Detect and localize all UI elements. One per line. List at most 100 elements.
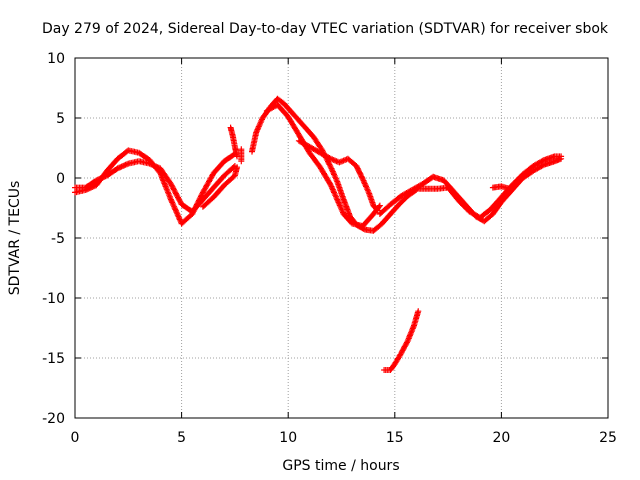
data-point-segment xyxy=(498,188,515,205)
data-point-segment xyxy=(317,149,333,161)
series-trace-f xyxy=(249,95,420,234)
data-point-segment xyxy=(253,116,265,136)
data-point-segment xyxy=(317,164,334,187)
series-trace-c xyxy=(199,164,241,210)
y-axis-label: SDTVAR / TECUs xyxy=(7,181,23,296)
data-point-segment xyxy=(199,171,216,196)
x-tick-label: 0 xyxy=(71,430,80,446)
data-point-segment xyxy=(210,173,227,191)
data-point-segment xyxy=(387,362,397,373)
series-trace-h xyxy=(295,137,381,214)
data-point-segment xyxy=(509,176,525,193)
data-point-segment xyxy=(379,212,393,227)
data-point-segment xyxy=(221,173,237,189)
data-point-segment xyxy=(229,133,238,149)
data-point-segment xyxy=(359,176,372,196)
data-point-segment xyxy=(334,178,347,202)
data-marks xyxy=(72,95,565,373)
data-point xyxy=(415,308,422,315)
data-point-segment xyxy=(487,195,504,213)
data-point-segment xyxy=(136,149,152,163)
series-trace-k xyxy=(489,183,513,192)
data-point-segment xyxy=(359,212,376,229)
x-tick-label: 25 xyxy=(599,430,617,446)
y-tick-label: 5 xyxy=(56,111,65,127)
data-point xyxy=(376,202,383,209)
data-point-segment xyxy=(477,207,493,221)
data-point-segment xyxy=(274,95,286,106)
data-point-segment xyxy=(340,211,355,226)
axes: 0 5 10 15 20 25 10 5 0 -5 -10 -15 -20 xyxy=(42,51,617,446)
data-point-segment xyxy=(285,113,302,137)
y-tick-label: -20 xyxy=(42,411,65,427)
data-point-segment xyxy=(387,202,402,217)
data-point-segment xyxy=(302,124,316,140)
data-point-segment xyxy=(519,163,536,178)
data-point-segment xyxy=(289,110,308,130)
data-point-segment xyxy=(509,172,525,189)
data-point-segment xyxy=(189,197,205,215)
data-point-segment xyxy=(221,164,237,179)
data-point-segment xyxy=(178,212,195,227)
data-point-segment xyxy=(167,181,184,206)
x-tick-label: 20 xyxy=(492,430,510,446)
y-tick-label: -10 xyxy=(42,291,65,307)
series-trace-j xyxy=(413,153,565,221)
data-point-segment xyxy=(157,165,174,186)
data-point-segment xyxy=(398,339,410,357)
data-point-segment xyxy=(82,178,99,191)
data-point-segment xyxy=(210,159,227,177)
data-point-segment xyxy=(445,184,461,203)
y-tick-label: 10 xyxy=(47,51,65,67)
data-point-segment xyxy=(274,101,291,119)
data-point-segment xyxy=(327,164,340,184)
y-tick-label: -15 xyxy=(42,351,65,367)
data-point-segment xyxy=(404,324,417,345)
data-point-segment xyxy=(530,162,546,174)
y-tick-label: 0 xyxy=(56,171,65,187)
x-tick-label: 15 xyxy=(386,430,404,446)
data-point-segment xyxy=(340,196,353,218)
data-point-segment xyxy=(370,221,384,234)
data-point-segment xyxy=(310,134,325,153)
data-point-segment xyxy=(519,168,536,181)
series-trace-g xyxy=(263,101,383,229)
chart-title: Day 279 of 2024, Sidereal Day-to-day VTE… xyxy=(42,21,609,37)
data-point-segment xyxy=(157,170,174,202)
grid xyxy=(75,58,608,418)
data-point-segment xyxy=(344,155,359,168)
data-point xyxy=(506,185,513,192)
data-point xyxy=(238,146,245,153)
series-trace-b xyxy=(72,158,238,215)
data-point-segment xyxy=(376,202,393,217)
x-tick-label: 5 xyxy=(177,430,186,446)
data-point-segment xyxy=(327,182,340,202)
data-point-segment xyxy=(530,157,546,169)
data-point-segment xyxy=(210,183,227,201)
data-point-segment xyxy=(391,351,404,367)
data-point-segment xyxy=(481,212,495,225)
x-axis-label: GPS time / hours xyxy=(282,458,399,474)
data-point-segment xyxy=(353,163,366,181)
data-point xyxy=(374,207,381,214)
data-point-segment xyxy=(249,130,259,155)
data-point-segment xyxy=(306,143,322,156)
data-point-segment xyxy=(489,200,504,217)
data-point-segment xyxy=(398,187,414,199)
data-point xyxy=(234,164,241,171)
data-point-segment xyxy=(334,196,346,216)
x-tick-label: 10 xyxy=(279,430,297,446)
data-point-segment xyxy=(387,193,403,208)
data-point-segment xyxy=(306,149,323,169)
series-trace-e xyxy=(238,146,245,165)
data-point-segment xyxy=(370,202,380,213)
series-trace-d xyxy=(227,124,241,160)
data-point-segment xyxy=(199,185,216,203)
data-point-segment xyxy=(411,309,421,329)
data-point-segment xyxy=(167,196,184,226)
data-point-segment xyxy=(280,100,295,116)
data-point-segment xyxy=(455,197,472,214)
data-point-segment xyxy=(295,137,312,149)
data-point xyxy=(558,153,565,160)
